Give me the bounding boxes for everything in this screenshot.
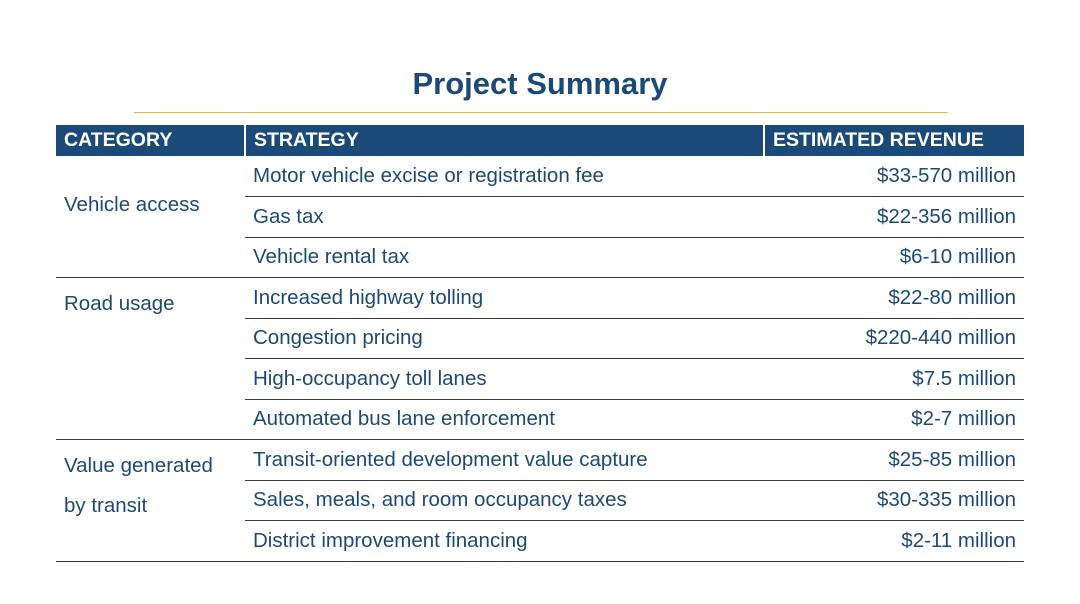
table-header: CATEGORY STRATEGY ESTIMATED REVENUE [56,125,1024,156]
strategy-cell: Increased highway tolling [245,277,764,319]
header-estimated-revenue: ESTIMATED REVENUE [763,125,1024,156]
table-row: Road usage Increased highway tolling $22… [56,277,1024,440]
revenue-cell: $22-356 million [764,196,1024,238]
strategy-cell: Motor vehicle excise or registration fee [245,156,764,197]
table-row: Vehicle access Motor vehicle excise or r… [56,156,1024,278]
strategy-cell: Transit-oriented development value captu… [245,439,764,481]
table-row: Automated bus lane enforcement $2-7 mill… [56,399,1024,440]
table-row: Gas tax $22-356 million [56,196,1024,238]
revenue-cell: $6-10 million [764,237,1024,278]
strategy-cell: Vehicle rental tax [245,237,764,278]
category-cell-vehicle-access: Vehicle access [56,156,245,278]
strategy-cell: District improvement financing [245,520,764,562]
revenue-cell: $2-11 million [764,520,1024,562]
table-row: Value generated by transit Transit-orient… [56,439,1024,562]
header-strategy: STRATEGY [244,125,764,156]
category-line-2: by transit [64,494,148,517]
revenue-cell: $30-335 million [764,480,1024,521]
revenue-cell: $25-85 million [764,439,1024,481]
page-title: Project Summary [412,66,668,101]
project-summary-table: CATEGORY STRATEGY ESTIMATED REVENUE Vehi… [56,125,1024,562]
strategy-cell: Gas tax [245,196,764,238]
category-cell-road-usage: Road usage [56,277,245,440]
revenue-cell: $7.5 million [764,358,1024,400]
revenue-cell: $2-7 million [764,399,1024,440]
table-row: District improvement financing $2-11 mil… [56,520,1024,562]
header-row: CATEGORY STRATEGY ESTIMATED REVENUE [56,125,1024,156]
revenue-cell: $33-570 million [764,156,1024,197]
table-row: Sales, meals, and room occupancy taxes $… [56,480,1024,521]
header-category: CATEGORY [56,125,245,156]
strategy-cell: High-occupancy toll lanes [245,358,764,400]
category-cell-value-generated-by-transit: Value generated by transit [56,439,245,562]
table-body: Vehicle access Motor vehicle excise or r… [56,156,1024,562]
table-row: Congestion pricing $220-440 million [56,318,1024,359]
strategy-cell: Automated bus lane enforcement [245,399,764,440]
table-row: Vehicle rental tax $6-10 million [56,237,1024,278]
table-row: High-occupancy toll lanes $7.5 million [56,358,1024,400]
title-underline [134,112,948,113]
revenue-cell: $22-80 million [764,277,1024,319]
strategy-cell: Sales, meals, and room occupancy taxes [245,480,764,521]
strategy-cell: Congestion pricing [245,318,764,359]
revenue-cell: $220-440 million [764,318,1024,359]
category-line-1: Value generated [64,454,213,477]
